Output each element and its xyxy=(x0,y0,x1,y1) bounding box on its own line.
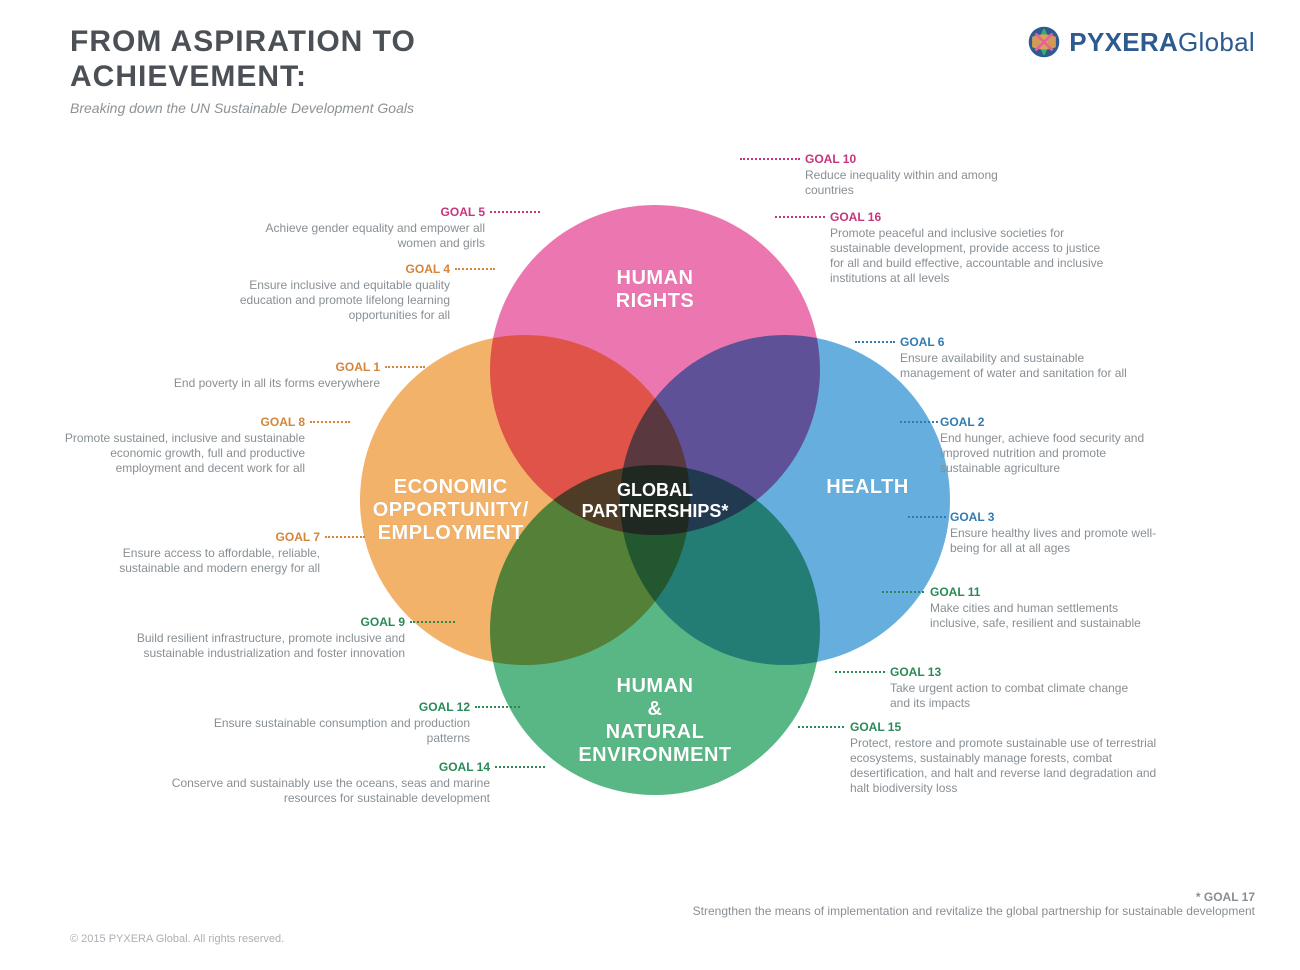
goal-9-leader xyxy=(410,621,455,623)
goal-16-label: GOAL 16 xyxy=(830,210,1105,225)
goal-10-label: GOAL 10 xyxy=(805,152,1015,167)
goal-16: GOAL 16Promote peaceful and inclusive so… xyxy=(830,210,1105,286)
goal-13-leader xyxy=(835,671,885,673)
goal-6-leader xyxy=(855,341,895,343)
goal-6-desc: Ensure availability and sustainable mana… xyxy=(900,351,1130,381)
goal-15-leader xyxy=(798,726,844,728)
goal-5-label: GOAL 5 xyxy=(235,205,485,220)
header: FROM ASPIRATION TO ACHIEVEMENT: Breaking… xyxy=(70,25,416,116)
page-subtitle: Breaking down the UN Sustainable Develop… xyxy=(70,100,416,116)
goal-4: GOAL 4Ensure inclusive and equitable qua… xyxy=(200,262,450,323)
goal-1-leader xyxy=(385,366,425,368)
goal-12-label: GOAL 12 xyxy=(200,700,470,715)
goal-7-leader xyxy=(325,536,365,538)
goal-13-desc: Take urgent action to combat climate cha… xyxy=(890,681,1130,711)
goal-2-leader xyxy=(900,421,938,423)
goal-14-desc: Conserve and sustainably use the oceans,… xyxy=(130,776,490,806)
goal-5-desc: Achieve gender equality and empower all … xyxy=(235,221,485,251)
title-line2: ACHIEVEMENT: xyxy=(70,60,307,93)
goal-14-label: GOAL 14 xyxy=(130,760,490,775)
goal-16-leader xyxy=(775,216,825,218)
goal-3-label: GOAL 3 xyxy=(950,510,1170,525)
goal-11: GOAL 11Make cities and human settlements… xyxy=(930,585,1160,631)
goal-10: GOAL 10Reduce inequality within and amon… xyxy=(805,152,1015,198)
goal-14-leader xyxy=(495,766,545,768)
goal-1: GOAL 1End poverty in all its forms every… xyxy=(130,360,380,391)
goal-2-desc: End hunger, achieve food security and im… xyxy=(940,431,1160,476)
goal-16-desc: Promote peaceful and inclusive societies… xyxy=(830,226,1105,286)
goal-6-label: GOAL 6 xyxy=(900,335,1130,350)
goal-1-desc: End poverty in all its forms everywhere xyxy=(130,376,380,391)
goal-8: GOAL 8Promote sustained, inclusive and s… xyxy=(55,415,305,476)
goal-15-desc: Protect, restore and promote sustainable… xyxy=(850,736,1170,796)
goal-12-desc: Ensure sustainable consumption and produ… xyxy=(200,716,470,746)
brand-bold: PYXERA xyxy=(1069,27,1178,57)
goal-5: GOAL 5Achieve gender equality and empowe… xyxy=(235,205,485,251)
goal-4-leader xyxy=(455,268,495,270)
goal-4-label: GOAL 4 xyxy=(200,262,450,277)
goal-2-label: GOAL 2 xyxy=(940,415,1160,430)
goal-13-label: GOAL 13 xyxy=(890,665,1130,680)
brand-name: PYXERAGlobal xyxy=(1069,27,1255,58)
goal-9: GOAL 9Build resilient infrastructure, pr… xyxy=(95,615,405,661)
footnote-label: * GOAL 17 xyxy=(1196,890,1255,904)
goal-8-label: GOAL 8 xyxy=(55,415,305,430)
page-title: FROM ASPIRATION TO ACHIEVEMENT: xyxy=(70,25,416,94)
venn-center-label: GLOBALPARTNERSHIPS* xyxy=(565,480,745,521)
goal-14: GOAL 14Conserve and sustainably use the … xyxy=(130,760,490,806)
brand-logo: PYXERAGlobal xyxy=(1027,25,1255,59)
goal-13: GOAL 13Take urgent action to combat clim… xyxy=(890,665,1130,711)
brand-light: Global xyxy=(1178,27,1255,57)
goal-2: GOAL 2End hunger, achieve food security … xyxy=(940,415,1160,476)
venn-label-health: HEALTH xyxy=(808,476,928,499)
goal-5-leader xyxy=(490,211,540,213)
goal-9-desc: Build resilient infrastructure, promote … xyxy=(95,631,405,661)
goal-3-desc: Ensure healthy lives and promote well-be… xyxy=(950,526,1170,556)
footnote-goal17: * GOAL 17 Strengthen the means of implem… xyxy=(693,890,1255,918)
title-line1: FROM ASPIRATION TO xyxy=(70,25,416,58)
goal-6: GOAL 6Ensure availability and sustainabl… xyxy=(900,335,1130,381)
goal-11-desc: Make cities and human settlements inclus… xyxy=(930,601,1160,631)
goal-7-desc: Ensure access to affordable, reliable, s… xyxy=(70,546,320,576)
goal-10-leader xyxy=(740,158,800,160)
goal-3: GOAL 3Ensure healthy lives and promote w… xyxy=(950,510,1170,556)
venn-label-environment: HUMAN&NATURAL ENVIRONMENT xyxy=(555,675,755,767)
goal-7-label: GOAL 7 xyxy=(70,530,320,545)
goal-8-desc: Promote sustained, inclusive and sustain… xyxy=(55,431,305,476)
goal-15: GOAL 15Protect, restore and promote sust… xyxy=(850,720,1170,796)
goal-15-label: GOAL 15 xyxy=(850,720,1170,735)
copyright-text: © 2015 PYXERA Global. All rights reserve… xyxy=(70,933,284,945)
goal-1-label: GOAL 1 xyxy=(130,360,380,375)
venn-label-human_rights: HUMANRIGHTS xyxy=(575,267,735,313)
goal-9-label: GOAL 9 xyxy=(95,615,405,630)
footnote-desc: Strengthen the means of implementation a… xyxy=(693,904,1255,918)
venn-label-economic: ECONOMIC OPPORTUNITY/EMPLOYMENT xyxy=(351,476,551,545)
goal-10-desc: Reduce inequality within and among count… xyxy=(805,168,1015,198)
globe-icon xyxy=(1027,25,1061,59)
goal-7: GOAL 7Ensure access to affordable, relia… xyxy=(70,530,320,576)
goal-4-desc: Ensure inclusive and equitable quality e… xyxy=(200,278,450,323)
goal-12: GOAL 12Ensure sustainable consumption an… xyxy=(200,700,470,746)
goal-12-leader xyxy=(475,706,520,708)
goal-8-leader xyxy=(310,421,350,423)
goal-11-leader xyxy=(882,591,924,593)
goal-3-leader xyxy=(908,516,946,518)
goal-11-label: GOAL 11 xyxy=(930,585,1160,600)
